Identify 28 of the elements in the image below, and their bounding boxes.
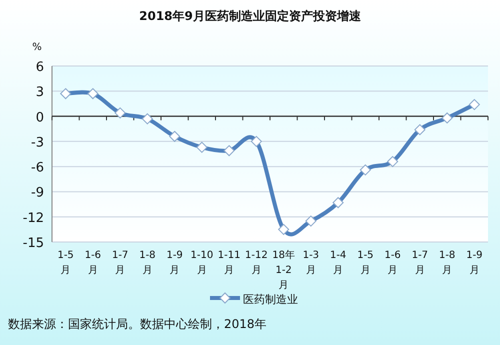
x-tick-label: 1-5 月 [357,250,374,276]
y-tick-label: 3 [36,85,44,100]
x-tick-label: 1-8 月 [438,250,456,276]
x-tick-label: 1-12 月 [245,250,268,276]
x-tick-label: 1-6 月 [84,250,102,276]
y-tick-label: -9 [31,186,44,201]
x-tick-label: 1-9 月 [166,250,183,276]
x-tick-label: 1-8 月 [139,250,156,276]
x-tick-label: 1-5 月 [57,250,74,276]
x-tick-label: 1-9 月 [466,250,483,276]
y-tick-label: 0 [36,110,44,126]
source-note: 数据来源：国家统计局。数据中心绘制，2018年 [8,317,267,331]
chart-title: 2018年9月医药制造业固定资产投资增速 [139,9,362,23]
x-tick-label: 1-4 月 [330,250,346,276]
y-tick-label: -12 [22,210,44,226]
x-tick-label: 18年 1-2 月 [272,249,295,291]
y-tick-label: -15 [22,236,44,251]
x-tick-label: 1-7 月 [112,250,128,276]
x-tick-label: 1-3 月 [302,250,320,276]
y-axis-title: % [32,42,42,53]
x-tick-label: 1-7 月 [412,250,428,276]
x-tick-label: 1-6 月 [384,250,401,276]
x-tick-label: 1-10 月 [190,250,214,276]
y-tick-label: -6 [31,160,44,176]
y-tick-label: 6 [36,60,44,75]
x-tick-label: 1-11 月 [218,250,240,276]
y-tick-label: -3 [31,135,44,150]
legend-label: 医药制造业 [243,293,298,306]
